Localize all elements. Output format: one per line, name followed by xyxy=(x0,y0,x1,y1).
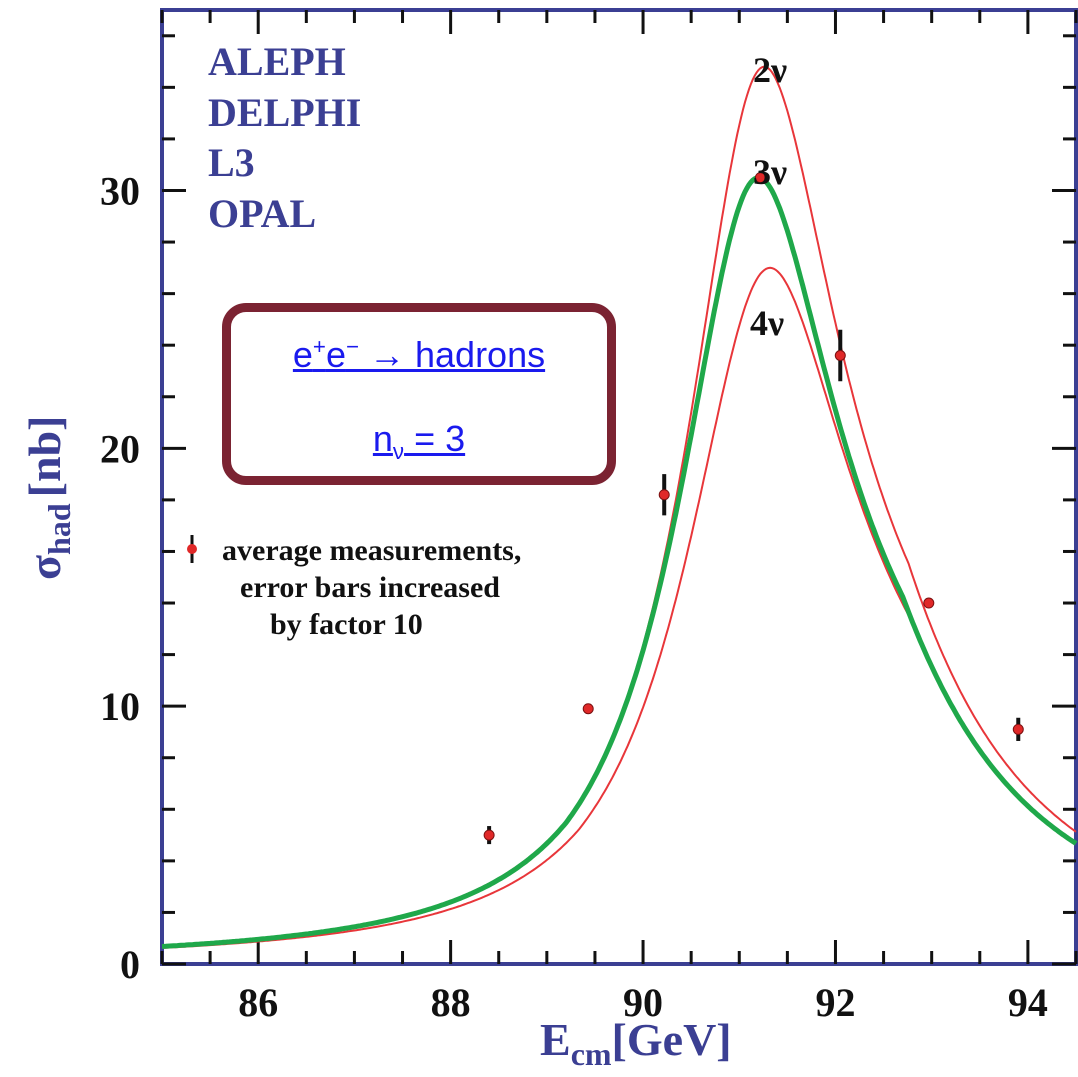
curve-label-3nu: 3ν xyxy=(753,152,787,192)
curve-3nu xyxy=(161,175,1078,949)
measurement-point-4 xyxy=(834,350,846,362)
measurement-point-0 xyxy=(483,829,495,841)
experiment-l3: L3 xyxy=(208,140,255,185)
x-tick-label: 88 xyxy=(431,980,471,1025)
axis-ticks: 0 10 20 30 86 88 90 92 94 xyxy=(100,10,1078,1025)
process-label[interactable]: e+e− → hadrons xyxy=(292,334,546,375)
x-tick-label: 90 xyxy=(623,980,663,1025)
y-axis-symbol: σ xyxy=(19,555,70,580)
legend-point xyxy=(187,544,197,554)
legend-line-3: by factor 10 xyxy=(270,608,423,641)
measurement-point-5 xyxy=(923,597,935,609)
curve-label-2nu: 2ν xyxy=(753,50,787,90)
experiment-delphi: DELPHI xyxy=(208,90,361,135)
legend: average measurements, error bars increas… xyxy=(187,534,521,641)
x-axis-unit: [GeV] xyxy=(612,1014,732,1065)
x-axis-subscript: cm xyxy=(571,1036,612,1072)
measurement-points xyxy=(483,172,1024,845)
measurement-point-2 xyxy=(658,489,670,501)
x-tick-label: 92 xyxy=(815,980,855,1025)
measurement-point-1 xyxy=(582,703,594,715)
y-tick-label: 10 xyxy=(100,684,140,729)
y-axis-unit: [nb] xyxy=(19,416,70,498)
curve-label-4nu: 4ν xyxy=(750,303,784,343)
measurement-point-3 xyxy=(754,172,766,184)
legend-line-1: average measurements, xyxy=(222,534,521,567)
y-tick-label: 30 xyxy=(100,168,140,213)
x-axis-symbol: E xyxy=(540,1014,571,1065)
y-tick-label: 20 xyxy=(100,426,140,471)
y-axis-subscript: had xyxy=(41,503,77,555)
x-tick-label: 86 xyxy=(238,980,278,1025)
plot-frame xyxy=(160,8,1078,966)
process-annotation-box: e+e− → hadrons nν = 3 xyxy=(222,303,616,485)
y-tick-label: 0 xyxy=(120,942,140,987)
legend-line-2: error bars increased xyxy=(240,571,500,604)
measurement-point-6 xyxy=(1012,723,1024,735)
neutrino-number-label[interactable]: nν = 3 xyxy=(372,418,466,465)
x-tick-label: 94 xyxy=(1008,980,1048,1025)
y-axis-title: σhad [nb] xyxy=(19,416,77,580)
experiment-aleph: ALEPH xyxy=(208,39,346,84)
experiment-opal: OPAL xyxy=(208,191,316,236)
curves xyxy=(161,65,1078,949)
x-axis-title: Ecm[GeV] xyxy=(540,1014,732,1072)
